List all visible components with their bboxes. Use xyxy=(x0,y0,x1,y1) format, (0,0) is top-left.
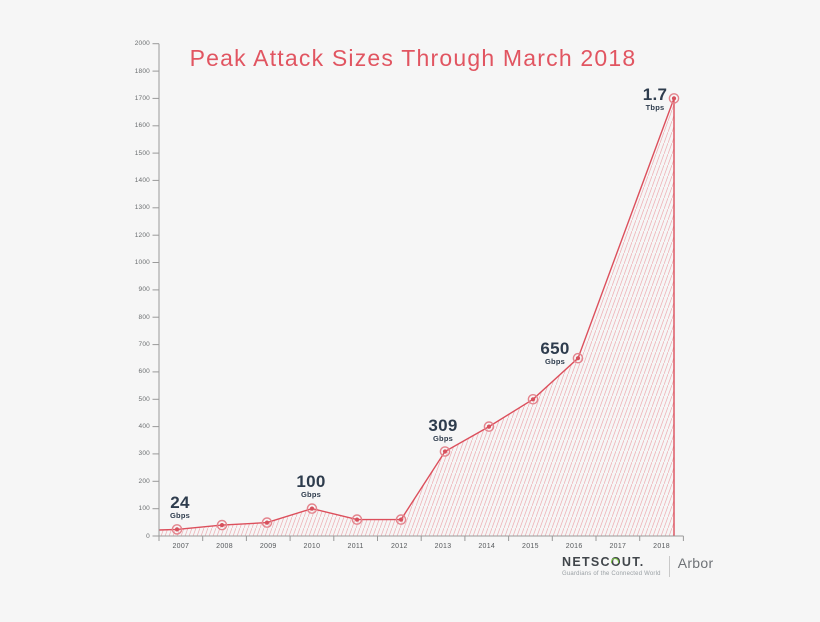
y-axis-tick-label: 1000 xyxy=(134,259,150,266)
value-callout-2010: 100 Gbps xyxy=(296,473,325,499)
callout-value: 309 xyxy=(428,416,458,435)
data-point-marker xyxy=(439,446,451,457)
y-axis-tick-label: 2000 xyxy=(134,40,150,48)
value-callout-2007: 24 Gbps xyxy=(170,494,190,520)
netscout-tagline: Guardians of the Connected World xyxy=(562,571,661,577)
netscout-green-o-icon: O xyxy=(610,555,622,569)
y-axis-tick-label: 0 xyxy=(146,532,150,540)
netscout-arbor-logo: NETSCOUT. Guardians of the Connected Wor… xyxy=(562,556,713,577)
y-axis-tick-label: 1400 xyxy=(134,176,150,184)
data-point-marker xyxy=(171,524,183,535)
x-axis-tick-label: 2011 xyxy=(347,543,364,550)
netscout-wordmark: NETSCOUT. xyxy=(562,556,661,569)
x-axis-tick-label: 2018 xyxy=(653,543,670,550)
callout-unit: Gbps xyxy=(170,511,190,520)
x-axis-tick-label: 2016 xyxy=(565,543,583,550)
arbor-wordmark: Arbor xyxy=(677,555,714,571)
y-axis-tick-label: 700 xyxy=(138,341,150,349)
x-axis-tick-label: 2009 xyxy=(259,543,277,550)
callout-value: 1.7 xyxy=(642,85,668,104)
y-axis-tick-label: 1600 xyxy=(134,122,150,130)
x-axis-tick-label: 2012 xyxy=(390,543,408,550)
callout-value: 100 xyxy=(296,472,326,491)
data-point-marker xyxy=(216,519,228,531)
y-axis-tick-label: 1700 xyxy=(134,94,150,102)
y-axis-tick-label: 600 xyxy=(138,368,150,376)
x-axis-tick-label: 2007 xyxy=(172,543,190,550)
y-axis-tick-label: 100 xyxy=(138,505,150,513)
y-axis-tick-label: 300 xyxy=(138,450,150,458)
value-callout-2016: 650 Gbps xyxy=(540,340,569,366)
data-point-marker xyxy=(306,503,318,514)
data-point-marker xyxy=(351,514,363,525)
data-point-marker xyxy=(668,93,680,104)
x-axis-tick-label: 2015 xyxy=(522,543,539,550)
y-axis-tick-label: 500 xyxy=(138,395,150,403)
x-axis-tick-label: 2013 xyxy=(434,543,452,550)
x-axis-tick-label: 2017 xyxy=(609,543,627,550)
callout-unit: Tbps xyxy=(645,103,665,112)
callout-unit: Gbps xyxy=(301,490,321,499)
y-axis-tick-label: 1500 xyxy=(134,149,150,157)
value-callout-2013: 309 Gbps xyxy=(428,417,457,443)
x-axis-tick-label: 2010 xyxy=(303,543,321,550)
logo-divider xyxy=(668,556,670,577)
x-axis-tick-label: 2014 xyxy=(478,543,496,550)
value-callout-2018: 1.7 Tbps xyxy=(643,86,668,112)
callout-value: 24 xyxy=(170,493,190,512)
y-axis-tick-label: 200 xyxy=(138,477,150,485)
x-axis-tick-label: 2008 xyxy=(216,543,233,550)
netscout-brand: NETSCOUT. Guardians of the Connected Wor… xyxy=(562,556,661,578)
area-fill-hatched xyxy=(159,98,674,537)
data-point-marker xyxy=(527,393,539,405)
chart-title: Peak Attack Sizes Through March 2018 xyxy=(189,45,637,71)
netscout-text-pre: NETSC xyxy=(562,555,611,569)
y-axis-tick-label: 800 xyxy=(138,313,150,321)
y-axis-tick-label: 900 xyxy=(138,286,150,294)
netscout-text-post: UT. xyxy=(621,555,645,569)
callout-value: 650 xyxy=(540,339,570,358)
callout-unit: Gbps xyxy=(545,357,565,366)
data-point-marker xyxy=(483,421,495,432)
callout-unit: Gbps xyxy=(433,434,453,443)
y-axis-tick-label: 400 xyxy=(138,423,150,431)
data-point-marker xyxy=(395,514,407,525)
y-axis-tick-label: 1300 xyxy=(134,204,150,212)
data-point-marker xyxy=(261,517,273,528)
y-axis-tick-label: 1800 xyxy=(134,67,150,75)
data-point-marker xyxy=(572,352,584,364)
y-axis-tick-label: 1200 xyxy=(134,231,150,239)
